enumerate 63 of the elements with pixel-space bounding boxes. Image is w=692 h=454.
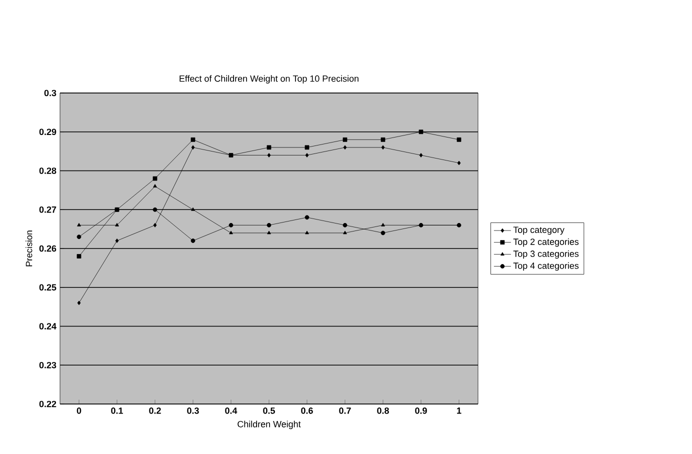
point — [343, 145, 347, 150]
y-tick-label: 0.29 — [39, 128, 56, 136]
point — [191, 145, 195, 150]
point — [77, 300, 81, 306]
legend-label: Top 3 categories — [513, 250, 579, 259]
point — [457, 160, 461, 166]
point — [153, 222, 157, 228]
y-tick-label: 0.23 — [39, 362, 56, 368]
y-tick-label: 0.26 — [39, 245, 56, 252]
y-axis-title: Precision — [26, 230, 32, 266]
point — [191, 207, 195, 211]
y-tick-label: 0.22 — [39, 400, 56, 408]
x-tick-label: 0.2 — [149, 408, 161, 414]
point — [419, 153, 423, 158]
point — [304, 145, 310, 150]
point — [115, 222, 119, 226]
point — [76, 254, 82, 258]
x-tick-label: 0.4 — [225, 408, 238, 414]
point — [380, 137, 386, 142]
y-tick-label: 0.24 — [39, 323, 56, 330]
point — [190, 137, 196, 142]
chart-title: Effect of Children Weight on Top 10 Precision — [180, 75, 358, 84]
legend-label: Top 2 categories — [513, 238, 579, 247]
point — [304, 215, 310, 220]
point — [381, 145, 385, 150]
point — [266, 222, 272, 228]
point — [380, 230, 386, 236]
point — [267, 153, 271, 158]
point — [342, 222, 348, 228]
x-tick-label: 0.1 — [111, 408, 123, 414]
x-tick-label: 0 — [76, 408, 82, 414]
point — [76, 234, 82, 240]
point — [152, 207, 158, 212]
x-tick-label: 0.7 — [339, 408, 351, 414]
point — [342, 137, 348, 142]
point — [343, 230, 347, 234]
x-tick-label: 1 — [457, 408, 462, 414]
point — [153, 184, 157, 188]
point — [115, 238, 119, 243]
point — [267, 230, 271, 234]
x-axis-title: Children Weight — [238, 420, 301, 430]
point — [305, 230, 309, 234]
y-tick-label: 0.3 — [44, 90, 56, 96]
x-tick-label: 0.8 — [377, 408, 389, 414]
legend-label: Top 4 categories — [513, 262, 579, 271]
point — [305, 153, 309, 158]
y-tick-label: 0.25 — [39, 284, 56, 291]
x-tick-label: 0.6 — [301, 408, 313, 414]
point — [229, 230, 233, 234]
point — [418, 130, 424, 134]
y-tick-label: 0.28 — [39, 168, 56, 174]
point — [77, 222, 81, 226]
point — [228, 222, 234, 228]
point — [190, 238, 196, 243]
legend-label: Top category — [513, 226, 564, 235]
x-tick-label: 0.5 — [263, 408, 275, 414]
y-tick-label: 0.27 — [39, 206, 56, 213]
point — [381, 222, 385, 226]
x-tick-label: 0.3 — [187, 408, 199, 414]
point — [152, 176, 158, 181]
x-tick-label: 0.9 — [415, 408, 427, 414]
point — [266, 145, 272, 150]
point — [456, 137, 462, 142]
